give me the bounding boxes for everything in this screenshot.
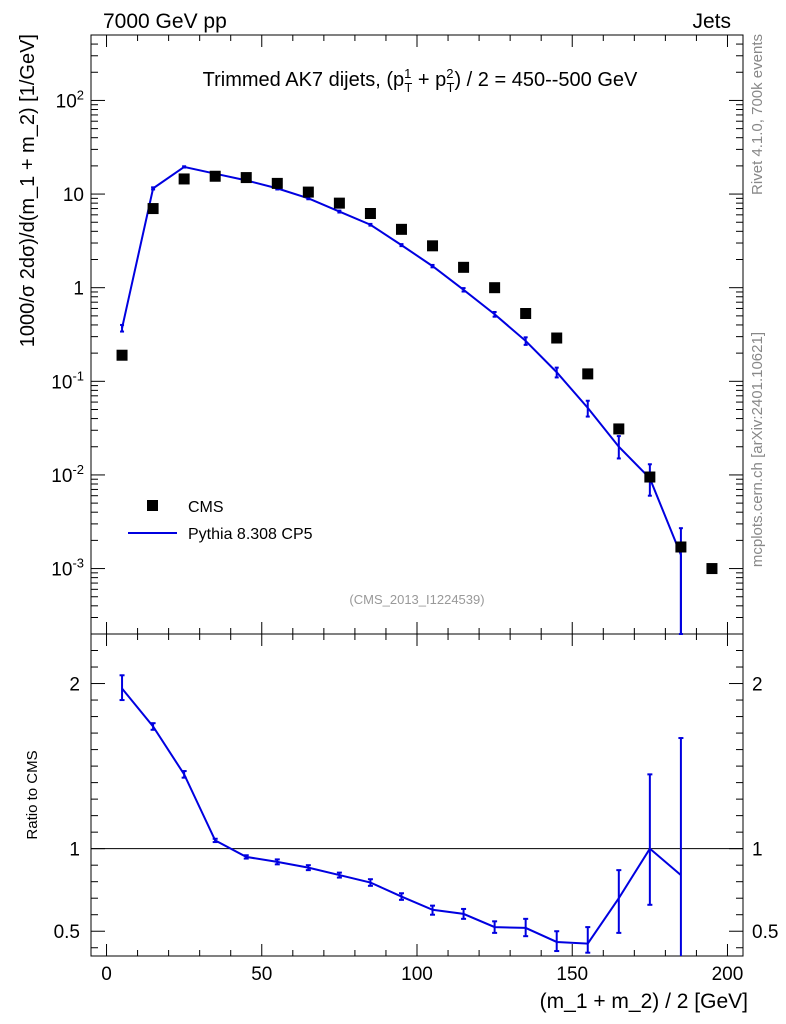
x-tick-label: 50 — [251, 964, 272, 985]
cms-data-point — [706, 563, 718, 575]
legend-label-pythia: Pythia 8.308 CP5 — [188, 526, 313, 543]
cms-data-point — [209, 170, 221, 182]
y-tick-label: 1 — [73, 279, 84, 300]
ratio-y-tick-label: 0.5 — [54, 922, 80, 943]
ratio-y-tick-label-right: 2 — [752, 675, 763, 696]
cms-data-point — [147, 203, 159, 215]
cms-data-point — [427, 240, 439, 252]
y-tick-label: 10-1 — [51, 368, 84, 393]
ratio-y-tick-label: 2 — [69, 675, 80, 696]
x-tick-label: 100 — [401, 964, 433, 985]
ratio-y-tick-label-right: 1 — [752, 840, 763, 861]
cms-data-point — [489, 282, 501, 294]
x-tick-label: 0 — [101, 964, 112, 985]
main-title: Trimmed AK7 dijets, (p1 T + p2 T) / 2 = 45… — [203, 66, 638, 95]
cms-data-point — [582, 368, 594, 380]
ratio-y-axis-label: Ratio to CMS — [24, 750, 41, 839]
cms-data-point — [178, 173, 190, 185]
cms-data-point — [333, 197, 345, 209]
cms-data-point — [644, 471, 656, 483]
ratio-y-tick-label-right: 0.5 — [752, 922, 778, 943]
rivet-label: Rivet 4.1.0, 700k events — [749, 34, 766, 195]
main-data-layer — [116, 165, 718, 635]
pythia-line — [121, 165, 682, 634]
y-tick-label: 10-3 — [51, 556, 84, 581]
ratio-y-tick-label: 1 — [69, 840, 80, 861]
ratio-plot-frame — [90, 633, 744, 957]
x-axis-label: (m_1 + m_2) / 2 [GeV] — [540, 990, 748, 1013]
cms-data-point — [520, 308, 532, 320]
cms-data-point — [551, 332, 563, 344]
y-tick-label: 10-2 — [51, 462, 84, 487]
x-tick-label: 150 — [556, 964, 588, 985]
x-tick-label: 200 — [712, 964, 744, 985]
cms-data-point — [613, 423, 625, 435]
cms-data-point — [675, 541, 687, 553]
cms-data-point — [240, 172, 252, 184]
cms-data-point — [116, 349, 128, 361]
legend: CMS Pythia 8.308 CP5 — [128, 499, 313, 543]
legend-label-cms: CMS — [188, 499, 224, 516]
legend-marker-cms — [147, 500, 158, 511]
y-tick-label: 10 — [63, 185, 84, 206]
main-axis-ticks: 10-3 10-2 10-1 1 10 102 — [51, 34, 743, 635]
y-tick-label: 102 — [56, 87, 84, 112]
main-plot-frame — [90, 34, 744, 635]
cms-data-point — [458, 261, 470, 273]
header-left: 7000 GeV pp — [103, 10, 227, 33]
ratio-line — [121, 687, 682, 945]
cms-data-point — [302, 186, 314, 198]
cms-data-point — [271, 177, 283, 189]
main-y-axis-label: 1000/σ 2dσ)/d(m_1 + m_2) [1/GeV] — [17, 34, 39, 347]
ratio-axis-ticks: 0 50 100 150 200 0.5 0.5 1 1 2 2 — [54, 634, 778, 985]
cms-data-point — [364, 208, 376, 220]
ratio-data-layer — [91, 674, 743, 956]
cms-data-point — [395, 223, 407, 235]
analysis-watermark: (CMS_2013_I1224539) — [349, 592, 484, 607]
mcplots-label: mcplots.cern.ch [arXiv:2401.10621] — [749, 332, 766, 567]
header-right: Jets — [692, 10, 731, 33]
